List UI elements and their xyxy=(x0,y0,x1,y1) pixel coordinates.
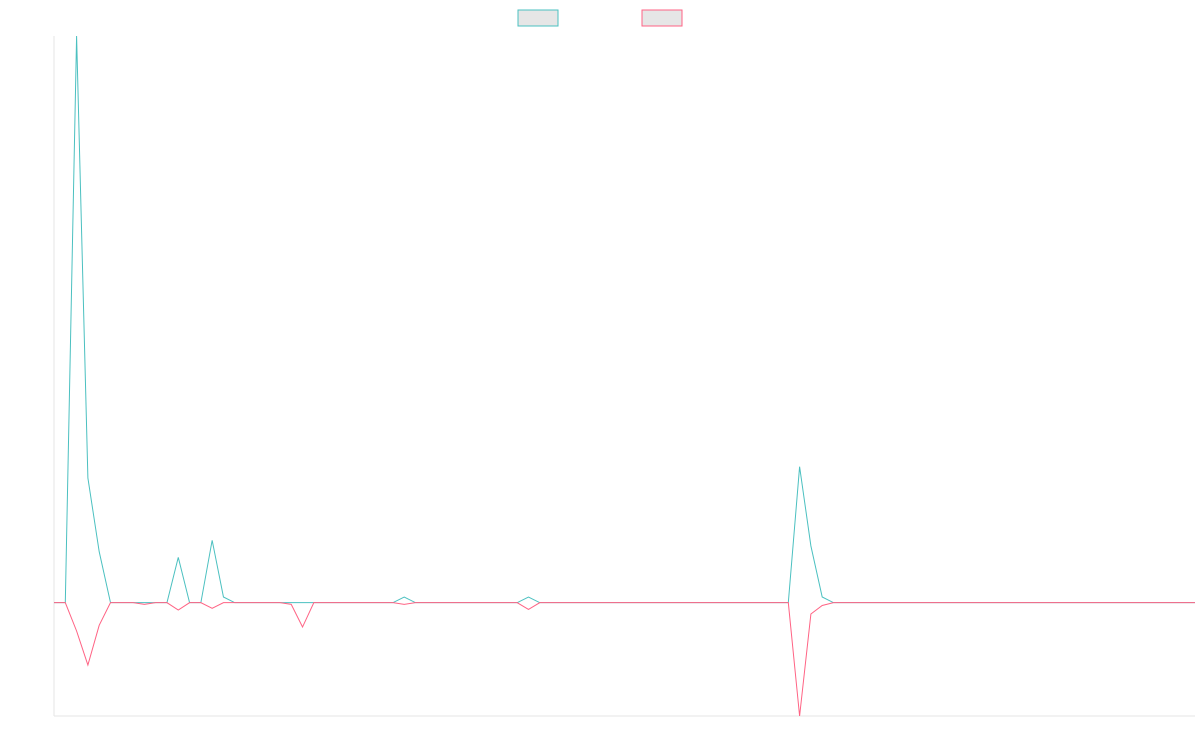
legend-item-2[interactable] xyxy=(641,9,683,27)
legend-item-1[interactable] xyxy=(517,9,559,27)
axes xyxy=(53,36,1195,717)
series-line-2 xyxy=(54,602,1195,717)
series-line-1 xyxy=(54,35,1195,604)
legend xyxy=(517,9,683,27)
series-layer xyxy=(54,35,1195,717)
